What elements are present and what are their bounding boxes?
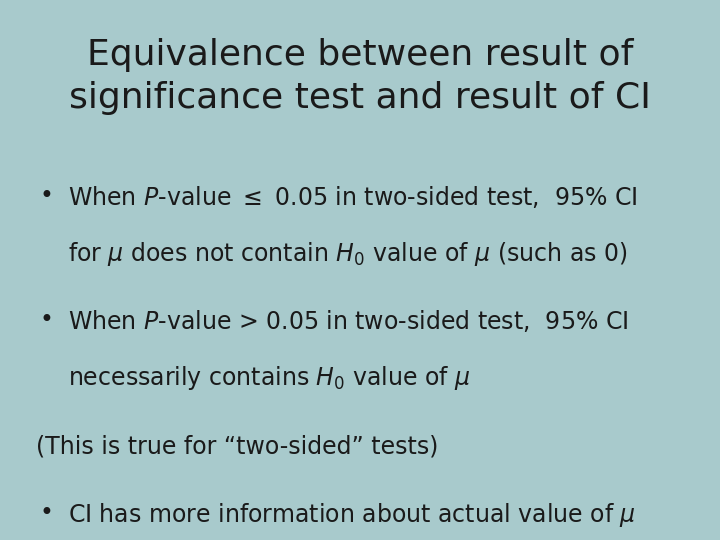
Text: CI has more information about actual value of $\mu$: CI has more information about actual val… (68, 501, 636, 529)
Text: necessarily contains $\mathit{H}_0$ value of $\mu$: necessarily contains $\mathit{H}_0$ valu… (68, 364, 471, 393)
Text: •: • (40, 501, 53, 525)
Text: for $\mu$ does not contain $\mathit{H}_0$ value of $\mu$ (such as 0): for $\mu$ does not contain $\mathit{H}_0… (68, 240, 628, 268)
Text: When $\mathit{P}$-value > 0.05 in two-sided test,  95% CI: When $\mathit{P}$-value > 0.05 in two-si… (68, 308, 629, 334)
Text: When $\mathit{P}$-value $\leq$ 0.05 in two-sided test,  95% CI: When $\mathit{P}$-value $\leq$ 0.05 in t… (68, 184, 638, 210)
Text: Equivalence between result of
significance test and result of CI: Equivalence between result of significan… (69, 38, 651, 115)
Text: •: • (40, 308, 53, 332)
Text: •: • (40, 184, 53, 207)
Text: (This is true for “two-sided” tests): (This is true for “two-sided” tests) (36, 435, 438, 458)
